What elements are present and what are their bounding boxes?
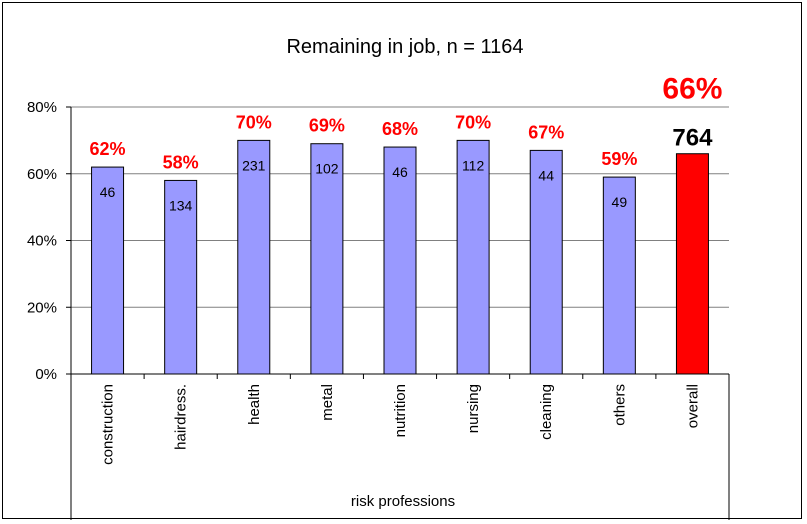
count-label: 46 xyxy=(392,164,408,180)
x-tick-label: others xyxy=(611,384,628,426)
x-tick-label: construction xyxy=(100,384,117,465)
count-label: 231 xyxy=(242,157,266,173)
count-label: 134 xyxy=(169,197,193,213)
y-tick-label: 0% xyxy=(35,366,57,383)
x-axis: construction hairdress. health metal nutriti… xyxy=(70,373,730,520)
percent-label: 69% xyxy=(309,116,345,136)
bar-hairdress xyxy=(164,179,198,375)
count-label: 49 xyxy=(612,194,628,210)
percent-label: 67% xyxy=(528,122,564,142)
bar-construction xyxy=(91,166,125,375)
y-tick-label: 20% xyxy=(27,299,57,316)
x-tick-label: nursing xyxy=(465,384,482,433)
percent-label: 70% xyxy=(455,112,491,132)
x-tick-label: cleaning xyxy=(538,384,555,440)
chart-title: Remaining in job, n = 1164 xyxy=(286,36,523,58)
bar-nursing xyxy=(456,139,490,375)
count-label: 46 xyxy=(100,184,116,200)
x-tick-label: health xyxy=(246,384,263,425)
count-label: 112 xyxy=(462,157,485,173)
chart-frame: Remaining in job, n = 1164 0% 20% 40% 60% 80… xyxy=(2,2,802,520)
y-tick-label: 80% xyxy=(27,99,57,116)
x-tick-label: metal xyxy=(319,384,336,421)
bar-nutrition xyxy=(383,146,417,375)
y-tick-label: 40% xyxy=(27,233,57,250)
bar-metal xyxy=(310,143,344,375)
bar-health xyxy=(237,139,271,375)
bar-overall xyxy=(675,153,709,375)
percent-label: 59% xyxy=(601,149,637,169)
percent-label: 62% xyxy=(90,139,126,159)
percent-label: 66% xyxy=(662,73,722,106)
count-label: 764 xyxy=(672,125,713,152)
percent-label: 70% xyxy=(236,112,272,132)
x-tick-label: nutrition xyxy=(392,384,409,437)
x-tick-label: overall xyxy=(684,384,701,428)
bar-cleaning xyxy=(529,149,563,375)
bar-others xyxy=(602,176,636,375)
x-tick-label: hairdress. xyxy=(173,384,190,450)
x-axis-label: risk professions xyxy=(351,493,455,510)
data-labels: 62% 46 58% 134 70% 231 69% 102 68% 46 70% 112 67% 44 5… xyxy=(90,73,723,214)
percent-label: 68% xyxy=(382,119,418,139)
count-label: 102 xyxy=(315,161,339,177)
percent-label: 58% xyxy=(163,152,199,172)
y-axis: 0% 20% 40% 60% 80% xyxy=(27,99,72,383)
count-label: 44 xyxy=(538,167,554,183)
bar-chart: Remaining in job, n = 1164 0% 20% 40% 60% 80… xyxy=(27,36,730,520)
y-tick-label: 60% xyxy=(27,166,57,183)
